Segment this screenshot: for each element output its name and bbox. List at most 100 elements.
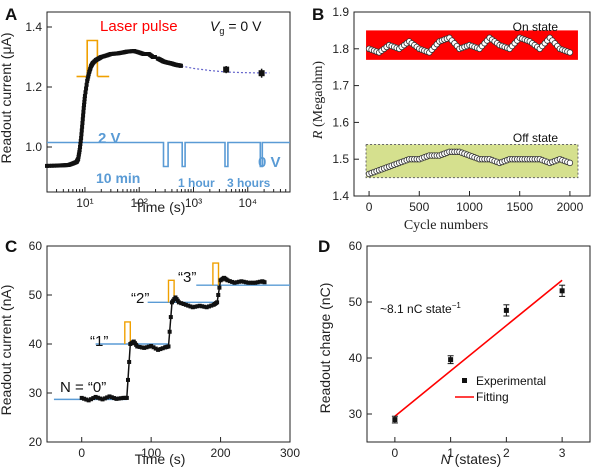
- current-data-point: [241, 279, 246, 284]
- current-data-point: [79, 395, 84, 400]
- panel-c-ylabel: Readout current (nA): [0, 285, 14, 416]
- current-data-point: [193, 304, 198, 309]
- current-data-point: [137, 344, 142, 349]
- panel-b-xtick-label: 500: [409, 200, 429, 214]
- current-data-point: [255, 280, 260, 285]
- panel-d-xtick-label: 1: [447, 446, 454, 460]
- panel-label-c: C: [5, 237, 17, 256]
- current-data-point: [80, 124, 85, 129]
- state-label-1: “1”: [90, 333, 108, 350]
- current-data-point: [209, 303, 214, 308]
- panel-b-ylabel-symbol: R: [311, 130, 326, 140]
- current-data-point: [91, 396, 96, 401]
- panel-b-ytick-label: 1.4: [332, 189, 349, 203]
- slope-annotation: ~8.1 nC state−1: [380, 301, 461, 316]
- current-data-point: [81, 113, 86, 118]
- off-state-label: Off state: [513, 131, 558, 145]
- current-data-point: [86, 398, 91, 403]
- panel-a-ytick-label: 1.4: [25, 20, 42, 34]
- on-state-point: [566, 49, 574, 56]
- current-data-point: [250, 280, 255, 285]
- current-data-point: [179, 301, 184, 306]
- legend-marker-experimental: [462, 378, 467, 383]
- current-data-point: [116, 396, 121, 401]
- panel-c-ytick-label: 30: [29, 386, 43, 400]
- panel-d-xlabel: N (states): [441, 451, 502, 467]
- current-series-line: [46, 49, 156, 167]
- vg-subscript: g: [219, 26, 224, 36]
- current-data-point: [144, 345, 149, 350]
- legend-label-experimental: Experimental: [476, 374, 546, 388]
- t-10min-label: 10 min: [96, 170, 140, 186]
- laser-pulse: [124, 321, 132, 344]
- current-data-point: [202, 304, 207, 309]
- current-data-point: [76, 154, 81, 159]
- current-data-point: [95, 395, 100, 400]
- current-data-point: [100, 397, 105, 402]
- current-data-point: [78, 145, 83, 149]
- panel-d-legend: Experimental Fitting: [455, 374, 546, 404]
- panel-b-ytick-label: 1.5: [332, 152, 349, 166]
- current-data-point: [156, 347, 161, 352]
- panel-b-ytick-label: 1.9: [332, 5, 349, 19]
- panel-b: 0 500 1000 1500 2000 1.4 1.5 1.6 1.7 1.8 1.9 Cycle…: [311, 5, 591, 233]
- panel-d-ytick-label: 50: [349, 295, 363, 309]
- current-data-point: [107, 394, 112, 399]
- current-data-point: [84, 82, 89, 87]
- current-data-point: [135, 344, 140, 349]
- panel-b-plot-area: 0 500 1000 1500 2000 1.4 1.5 1.6 1.7 1.8 1.9: [332, 5, 591, 214]
- current-data-point: [82, 97, 87, 101]
- panel-d: 0 1 2 3 30 40 50 60 N (states) Readout charge (…: [317, 239, 591, 467]
- current-data-point: [81, 109, 86, 114]
- gate-2v-label: 2 V: [98, 130, 121, 147]
- panel-a-xtick-label: 10¹: [76, 196, 93, 210]
- on-state-label: On state: [513, 20, 559, 34]
- panel-c-xtick-label: 100: [141, 446, 161, 460]
- panel-b-ytick-label: 1.7: [332, 79, 349, 93]
- current-data-point: [149, 343, 154, 348]
- error-point: [258, 70, 265, 77]
- panel-b-ylabel: R (Megaohm): [311, 61, 326, 140]
- current-data-point: [197, 303, 202, 308]
- state-label-3: “3”: [178, 269, 196, 286]
- panel-c: 0 100 200 300 20 30 40 50 60 Time (s) Readout cu…: [0, 239, 300, 467]
- current-data-point: [158, 347, 163, 352]
- current-data-point: [81, 106, 86, 110]
- error-point: [223, 66, 230, 73]
- panel-a-ytick-label: 1.2: [25, 80, 42, 94]
- state-label-0: N = “0”: [60, 379, 106, 396]
- panel-b-xtick-label: 0: [366, 200, 373, 214]
- panel-b-ytick-label: 1.6: [332, 115, 349, 129]
- panel-d-plot-area: 0 1 2 3 30 40 50 60: [349, 239, 591, 460]
- current-data-point: [126, 377, 130, 382]
- panel-d-xtick-label: 2: [503, 446, 510, 460]
- current-data-point: [82, 94, 87, 98]
- current-data-point: [160, 346, 165, 351]
- current-data-point: [79, 128, 84, 133]
- panel-d-ylabel: Readout charge (nC): [317, 283, 333, 414]
- current-data-point: [227, 279, 232, 284]
- current-data-point: [78, 139, 83, 143]
- panel-c-ytick-label: 20: [29, 435, 43, 449]
- current-data-point: [80, 121, 85, 125]
- panel-b-xtick-label: 1000: [456, 200, 483, 214]
- panel-a-xtick-label: 10⁴: [239, 196, 258, 210]
- experimental-point: [448, 357, 454, 363]
- current-data-point: [153, 346, 158, 351]
- panel-label-d: D: [318, 237, 330, 256]
- panel-a-ylabel: Readout current (μA): [0, 32, 14, 163]
- panel-c-xtick-label: 300: [280, 446, 300, 460]
- legend-label-fitting: Fitting: [476, 390, 509, 404]
- current-data-point: [52, 163, 57, 168]
- panel-label-b: B: [312, 5, 324, 24]
- current-data-point: [246, 280, 251, 285]
- current-data-point: [86, 74, 91, 79]
- current-data-point: [124, 395, 129, 400]
- current-data-point: [188, 304, 193, 309]
- panel-d-ytick-label: 60: [349, 239, 363, 253]
- current-data-point: [49, 163, 54, 168]
- state-label-2: “2”: [131, 290, 149, 307]
- current-data-point: [79, 132, 84, 137]
- current-data-point: [76, 152, 81, 157]
